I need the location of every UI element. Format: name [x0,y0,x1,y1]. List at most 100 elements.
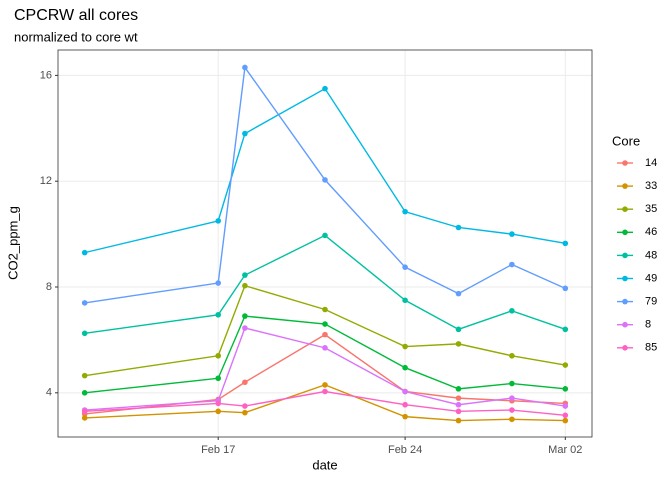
data-point [455,326,462,333]
legend-title: Core [612,133,640,148]
data-point [322,331,328,338]
data-point [509,416,515,423]
data-point [242,130,248,137]
series-line [84,284,566,377]
data-point [215,218,221,224]
legend-key-point [622,183,628,189]
legend-key-point [622,160,628,166]
legend-label: 46 [645,226,657,238]
data-point [322,85,328,92]
data-point [215,280,221,286]
data-point [562,403,569,409]
chart-title: CPCRW all cores [14,7,138,24]
panel-border [57,49,593,438]
series-line [84,384,566,422]
series-line [84,234,566,334]
y-tick-label: 8 [46,281,52,293]
data-point [242,272,248,278]
data-point [455,290,462,297]
data-point [509,231,515,237]
y-tick-label: 12 [40,175,52,187]
data-point [81,408,88,415]
x-tick-label: Feb 24 [388,444,422,456]
data-point [562,417,569,424]
legend-key-point [622,229,628,236]
legend-label: 79 [645,296,657,308]
data-point [509,352,515,359]
data-point [402,297,408,304]
legend-label: 85 [645,342,657,354]
data-point [402,364,408,371]
data-point [402,343,408,350]
data-point [455,408,462,415]
data-point [215,311,221,318]
data-point [402,208,408,215]
data-point [562,240,569,247]
data-point [242,409,248,416]
data-point [81,415,88,421]
y-tick-label: 16 [40,69,52,81]
data-point [402,413,408,420]
legend-key-point [622,298,628,305]
series-line [84,65,566,304]
legend-label: 48 [645,249,657,261]
data-point [81,372,88,379]
data-point [242,282,248,289]
data-point [242,403,248,409]
data-point [509,395,515,401]
data-point [81,330,88,337]
legend-label: 35 [645,203,657,215]
series-line [84,390,566,417]
data-point [215,352,221,359]
data-point [322,345,328,351]
legend-key-point [622,252,628,259]
legend-label: 33 [645,180,657,192]
legend-label: 14 [645,157,657,169]
data-point [81,390,88,396]
x-tick-label: Mar 02 [548,444,582,456]
data-point [455,386,462,392]
data-point [322,321,328,327]
data-point [322,306,328,313]
data-point [562,285,569,292]
legend-key-point [622,206,628,212]
data-point [81,249,88,256]
data-point [242,64,248,71]
data-point [509,308,515,314]
y-tick-label: 4 [46,387,52,399]
data-point [215,408,221,415]
legend-label: 8 [645,319,651,331]
data-point [455,224,462,231]
data-point [215,375,221,382]
data-point [509,261,515,268]
data-point [455,401,462,408]
series-line [84,87,566,254]
legend-key-point [622,275,628,282]
y-axis-label: CO2_ppm_g [5,206,20,280]
data-point [562,362,569,368]
data-point [242,379,248,386]
legend-key-point [622,345,628,351]
data-point [562,412,569,419]
data-point [242,313,248,319]
data-point [402,401,408,408]
x-tick-label: Feb 17 [201,444,235,456]
data-point [509,380,515,387]
data-point [215,400,221,407]
data-point [322,232,328,239]
data-point [81,300,88,306]
series-line [84,315,566,394]
chart-subtitle: normalized to core wt [14,29,138,44]
data-point [242,325,248,331]
legend-key-point [622,321,628,328]
series-line [84,333,566,415]
data-point [455,395,462,401]
data-point [322,177,328,183]
data-point [562,386,569,392]
data-point [402,264,408,270]
series-line [84,327,566,411]
legend-label: 49 [645,272,657,284]
data-point [509,407,515,413]
x-axis-label: date [312,457,337,472]
